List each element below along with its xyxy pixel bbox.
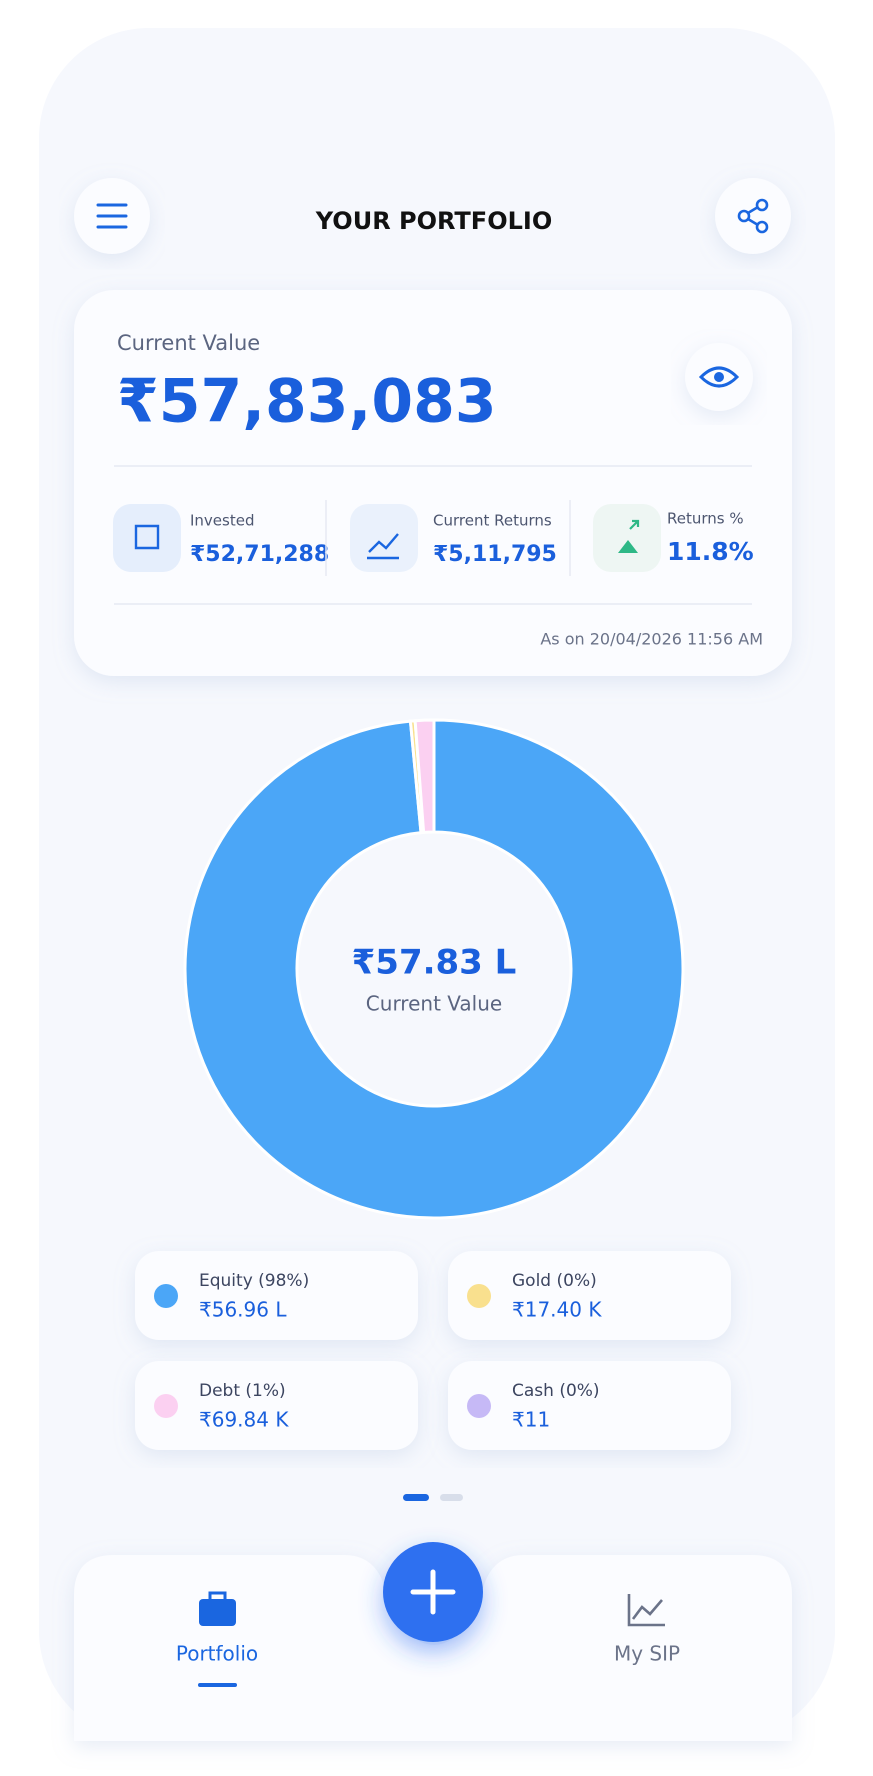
briefcase-handle bbox=[208, 1591, 227, 1599]
summary-card bbox=[74, 290, 792, 676]
stat-icon-bg bbox=[593, 504, 661, 572]
legend-value: ₹56.96 L bbox=[199, 1298, 287, 1322]
nav-portfolio[interactable]: Portfolio bbox=[176, 1591, 258, 1687]
up-icon bbox=[618, 540, 638, 553]
plus-icon bbox=[410, 1569, 456, 1615]
stat-value: ₹52,71,288 bbox=[190, 542, 329, 567]
nav-sip[interactable]: My SIP bbox=[614, 1594, 680, 1666]
legend-value: ₹17.40 K bbox=[512, 1298, 602, 1322]
page-title: YOUR PORTFOLIO bbox=[315, 207, 552, 235]
summary-value: ₹57,83,083 bbox=[117, 367, 497, 437]
page-indicator-active bbox=[403, 1494, 429, 1501]
wallet-icon bbox=[134, 524, 160, 550]
legend-swatch bbox=[154, 1284, 178, 1308]
add-button[interactable] bbox=[383, 1542, 483, 1642]
legend-card bbox=[135, 1251, 418, 1340]
briefcase-icon bbox=[199, 1599, 236, 1626]
legend-swatch bbox=[154, 1394, 178, 1418]
allocation-donut bbox=[183, 718, 685, 1220]
stat-returns-percent: Returns % 11.8% bbox=[593, 504, 754, 572]
page-indicator bbox=[440, 1494, 463, 1501]
visibility-toggle[interactable] bbox=[685, 343, 753, 411]
stat-icon-bg bbox=[350, 504, 418, 572]
arrow-icon bbox=[629, 519, 640, 530]
legend-label: Equity (98%) bbox=[199, 1271, 309, 1291]
stat-returns: Current Returns ₹5,11,795 bbox=[350, 504, 557, 572]
nav-active-indicator bbox=[198, 1683, 237, 1687]
share-button[interactable] bbox=[715, 178, 791, 254]
legend-swatch bbox=[467, 1284, 491, 1308]
eye-pupil bbox=[714, 372, 724, 382]
eye-icon bbox=[698, 366, 740, 388]
menu-icon bbox=[96, 203, 128, 229]
legend-label: Gold (0%) bbox=[512, 1271, 597, 1291]
stat-invested: Invested ₹52,71,288 bbox=[113, 504, 329, 572]
stat-label: Invested bbox=[190, 512, 254, 530]
legend-value: ₹69.84 K bbox=[199, 1408, 289, 1432]
legend-swatch bbox=[467, 1394, 491, 1418]
legend-card bbox=[448, 1361, 731, 1450]
legend-label: Cash (0%) bbox=[512, 1381, 600, 1401]
menu-button[interactable] bbox=[74, 178, 150, 254]
stat-icon-bg bbox=[113, 504, 181, 572]
phone-frame bbox=[39, 28, 835, 1741]
stat-label: Returns % bbox=[667, 510, 744, 528]
as-on-timestamp: As on 20/04/2026 11:56 AM bbox=[540, 630, 763, 649]
allocation-legend: Equity (98%) ₹56.96 L Gold (0%) ₹17.40 K Deb… bbox=[135, 1251, 731, 1450]
chart-icon bbox=[627, 1594, 665, 1627]
share-icon bbox=[737, 198, 769, 234]
donut-segment bbox=[183, 718, 685, 1220]
bottom-nav bbox=[74, 1555, 792, 1741]
stat-label: Current Returns bbox=[433, 512, 552, 530]
legend-card bbox=[448, 1251, 731, 1340]
stat-value: ₹5,11,795 bbox=[433, 542, 557, 567]
donut-center-value: ₹57.83 L bbox=[352, 943, 517, 983]
share-button-bg bbox=[715, 178, 791, 254]
stat-value: 11.8% bbox=[667, 537, 754, 566]
legend-label: Debt (1%) bbox=[199, 1381, 286, 1401]
legend-value: ₹11 bbox=[512, 1408, 550, 1432]
nav-label: Portfolio bbox=[176, 1642, 258, 1666]
trend-icon bbox=[367, 533, 399, 560]
legend-card bbox=[135, 1361, 418, 1450]
donut-center-label: Current Value bbox=[366, 992, 502, 1016]
nav-label: My SIP bbox=[614, 1642, 680, 1666]
summary-label: Current Value bbox=[117, 331, 260, 355]
